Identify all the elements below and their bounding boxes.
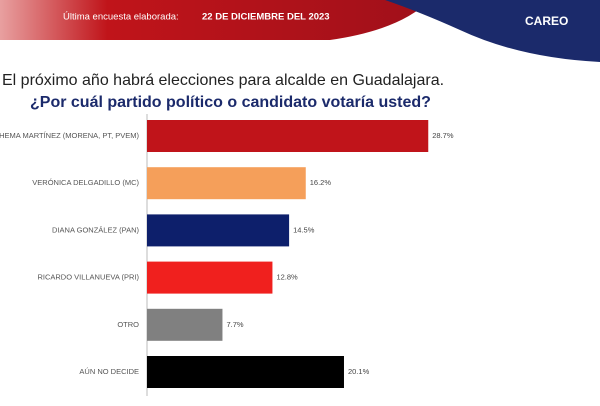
- bar: [147, 214, 290, 247]
- value-label: 20.1%: [348, 367, 370, 376]
- value-label: 14.5%: [293, 225, 315, 234]
- value-label: 16.2%: [310, 178, 332, 187]
- bar: [147, 308, 223, 341]
- category-label: CHEMA MARTÍNEZ (MORENA, PT, PVEM): [0, 131, 139, 140]
- bar: [147, 261, 273, 294]
- value-label: 28.7%: [432, 131, 454, 140]
- category-label: DIANA GONZÁLEZ (PAN): [52, 225, 139, 234]
- survey-label: Última encuesta elaborada:: [63, 12, 179, 23]
- survey-date: 22 DE DICIEMBRE DEL 2023: [202, 12, 330, 23]
- chart-subtitle: ¿Por cuál partido político o candidato v…: [30, 94, 431, 111]
- brand: CAREO: [525, 14, 568, 28]
- category-label: OTRO: [117, 320, 139, 329]
- category-label: RICARDO VILLANUEVA (PRI): [37, 273, 139, 282]
- category-label: AÚN NO DECIDE: [79, 367, 139, 376]
- category-label: VERÓNICA DELGADILLO (MC): [32, 178, 139, 187]
- value-label: 7.7%: [226, 320, 243, 329]
- chart-title: El próximo año habrá elecciones para alc…: [2, 72, 444, 89]
- bar: [147, 356, 344, 388]
- value-label: 12.8%: [276, 273, 298, 282]
- header-curve: [385, 0, 600, 62]
- header-band: [0, 0, 430, 40]
- bar: [147, 167, 306, 200]
- bar: [147, 120, 429, 152]
